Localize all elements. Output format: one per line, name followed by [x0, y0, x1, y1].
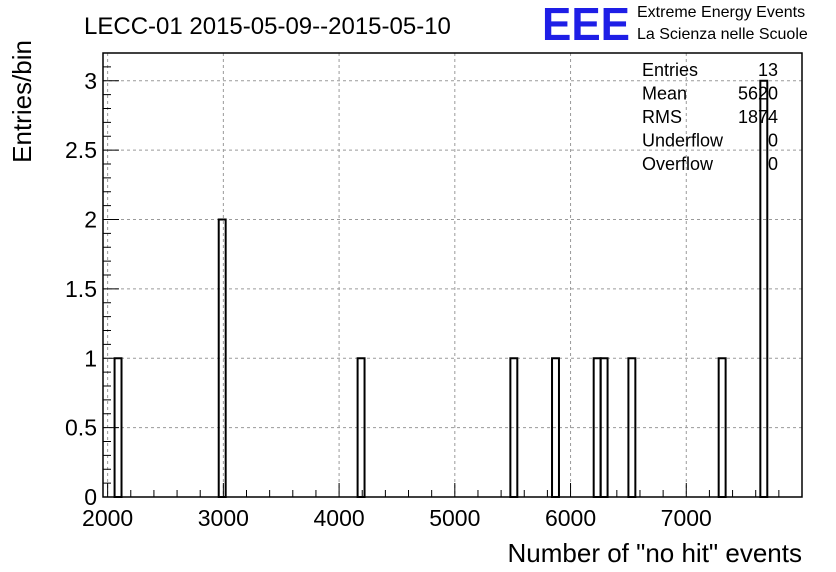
- stats-box: Entries 13 Mean 5620 RMS 1874 Underflow 0 Overfl…: [642, 60, 778, 174]
- eee-logo-line1: Extreme Energy Events: [637, 4, 805, 21]
- stats-label-rms: RMS: [642, 107, 682, 127]
- stats-value-underflow: 0: [768, 131, 778, 151]
- eee-logo-line2: La Scienza nelle Scuole: [637, 26, 808, 43]
- stats-value-rms: 1874: [738, 107, 778, 127]
- y-axis-ticks: 0 0.5 1 1.5 2 2.5 3: [65, 52, 119, 510]
- x-tick-label-4: 6000: [545, 505, 596, 531]
- y-tick-label-2: 1: [84, 345, 97, 371]
- x-axis-label: Number of "no hit" events: [508, 538, 803, 568]
- stats-value-mean: 5620: [738, 84, 778, 104]
- y-tick-label-4: 2: [84, 207, 97, 233]
- stats-value-overflow: 0: [768, 154, 778, 174]
- y-axis-label: Entries/bin: [7, 40, 37, 163]
- y-tick-label-5: 2.5: [65, 137, 97, 163]
- stats-label-mean: Mean: [642, 84, 687, 104]
- x-tick-label-2: 4000: [314, 505, 365, 531]
- eee-logo: EEE Extreme Energy Events La Scienza nel…: [542, 0, 808, 50]
- x-axis-ticks: 2000 3000 4000 5000 6000 7000: [82, 483, 803, 531]
- x-tick-label-3: 5000: [429, 505, 480, 531]
- stats-label-underflow: Underflow: [642, 131, 724, 151]
- stats-value-entries: 13: [758, 60, 778, 80]
- x-tick-label-0: 2000: [82, 505, 133, 531]
- x-tick-label-1: 3000: [198, 505, 249, 531]
- y-tick-label-3: 1.5: [65, 276, 97, 302]
- y-tick-label-6: 3: [84, 68, 97, 94]
- stats-label-entries: Entries: [642, 60, 698, 80]
- chart-title: LECC-01 2015-05-09--2015-05-10: [84, 13, 451, 40]
- x-tick-label-5: 7000: [661, 505, 712, 531]
- eee-logo-mark: EEE: [542, 0, 630, 50]
- stats-label-overflow: Overflow: [642, 154, 714, 174]
- y-tick-label-1: 0.5: [65, 415, 97, 441]
- y-tick-label-0: 0: [84, 484, 97, 510]
